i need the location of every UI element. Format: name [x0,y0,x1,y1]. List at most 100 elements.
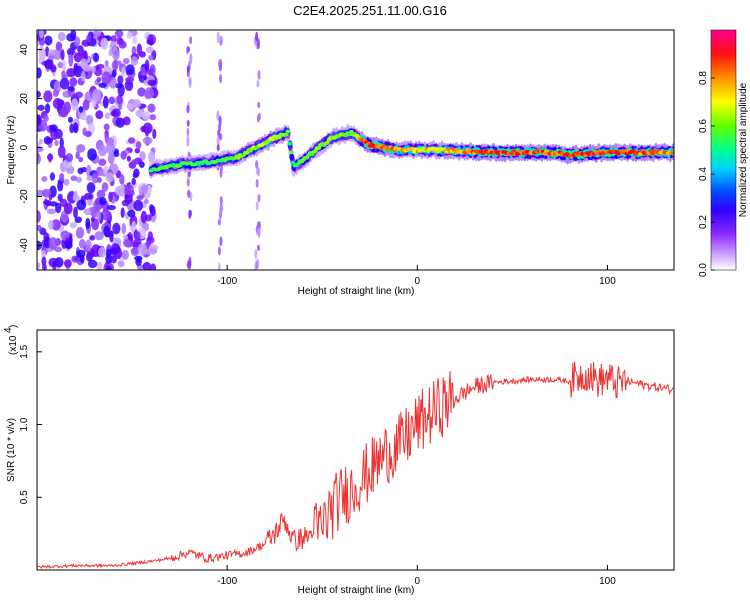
noise-cell [140,69,148,76]
noise-cell [82,99,90,111]
noise-cell [217,246,221,256]
noise-cell [78,106,84,113]
noise-cell [132,100,142,108]
noise-cell [120,150,127,160]
x-tick-label: 0 [415,576,421,587]
noise-cell [216,144,220,152]
noise-cell [131,159,137,167]
noise-cell [105,265,112,270]
snr-scale-base: (x10 [8,335,19,355]
noise-cell [219,73,223,84]
noise-cell [66,47,75,56]
noise-cell [219,35,223,46]
noise-cell [98,158,107,166]
noise-cell [127,137,136,144]
noise-cell [186,105,190,114]
noise-cell [148,244,157,255]
noise-cell [126,103,134,110]
noise-cell [110,35,117,43]
noise-cell [219,203,223,216]
noise-cell [118,40,127,49]
noise-cell [102,95,109,109]
noise-cell [73,52,83,63]
noise-cell [79,113,88,121]
noise-cell [75,176,82,183]
noise-cell [43,90,53,103]
noise-cell [134,147,141,154]
y-tick-label: 0 [19,144,30,150]
noise-cell [94,231,104,241]
noise-cell [59,77,70,90]
noise-cell [186,127,190,137]
noise-cell [63,259,72,268]
noise-cell [91,65,96,74]
noise-cell [101,182,109,192]
y-tick-label: 1.0 [19,417,30,431]
noise-cell [37,262,41,270]
noise-cell [96,189,106,199]
noise-cell [92,88,102,102]
spectrogram-y-ticks: -40 -20 0 20 40 [19,44,42,253]
noise-cell [132,35,138,44]
noise-cell [85,217,91,230]
noise-cell [125,76,135,83]
noise-cell [85,130,92,138]
noise-cell [57,145,66,159]
x-tick-label: -100 [217,276,237,287]
noise-cell [96,76,102,83]
noise-cell [152,128,157,139]
noise-cell [37,153,41,165]
noise-cell [188,209,192,220]
noise-cell [135,141,142,150]
noise-cell [257,166,261,177]
noise-cell [84,208,91,215]
noise-cell [217,129,221,137]
noise-cell [37,224,42,231]
snr-scale-close: ) [8,325,19,328]
ridge-cell [670,151,674,156]
noise-cell [77,167,84,175]
noise-cell [147,103,156,113]
noise-cell [145,46,154,54]
noise-cell [141,111,151,120]
noise-cell [186,65,190,73]
colorbar-label: Normalized spectral amplitude [738,82,749,217]
noise-cell [54,139,59,147]
noise-cell [142,261,152,270]
noise-cell [88,259,98,269]
noise-cell [256,227,260,237]
noise-cell [75,227,85,239]
noise-cell [59,173,65,182]
noise-cell [216,136,220,147]
noise-cell [217,262,221,270]
noise-cell [218,119,222,128]
noise-cell [136,43,143,56]
noise-cell [78,239,86,249]
snr-y-label: SNR (10 * v/v) [6,418,17,482]
noise-cell [57,31,66,42]
noise-cell [60,49,65,61]
colorbar-tick-label: 0.8 [698,71,709,85]
noise-cell [118,103,123,111]
noise-cell [73,36,81,47]
noise-cell [95,110,104,120]
noise-cell [86,182,96,194]
noise-cell [139,151,146,162]
noise-cell [86,34,92,43]
noise-cell [108,191,113,203]
noise-cell [44,35,53,46]
noise-cell [136,256,142,263]
noise-cell [112,222,121,235]
noise-cell [256,38,260,50]
noise-cell [96,261,103,270]
noise-cell [73,206,78,219]
noise-cell [187,189,191,199]
noise-cell [255,201,259,211]
noise-cell [110,243,121,254]
noise-cell [90,216,95,223]
spectrogram-x-label: Height of straight line (km) [298,286,415,297]
noise-cell [132,172,138,179]
noise-cell [71,98,79,111]
spectrogram-frame [36,29,675,271]
